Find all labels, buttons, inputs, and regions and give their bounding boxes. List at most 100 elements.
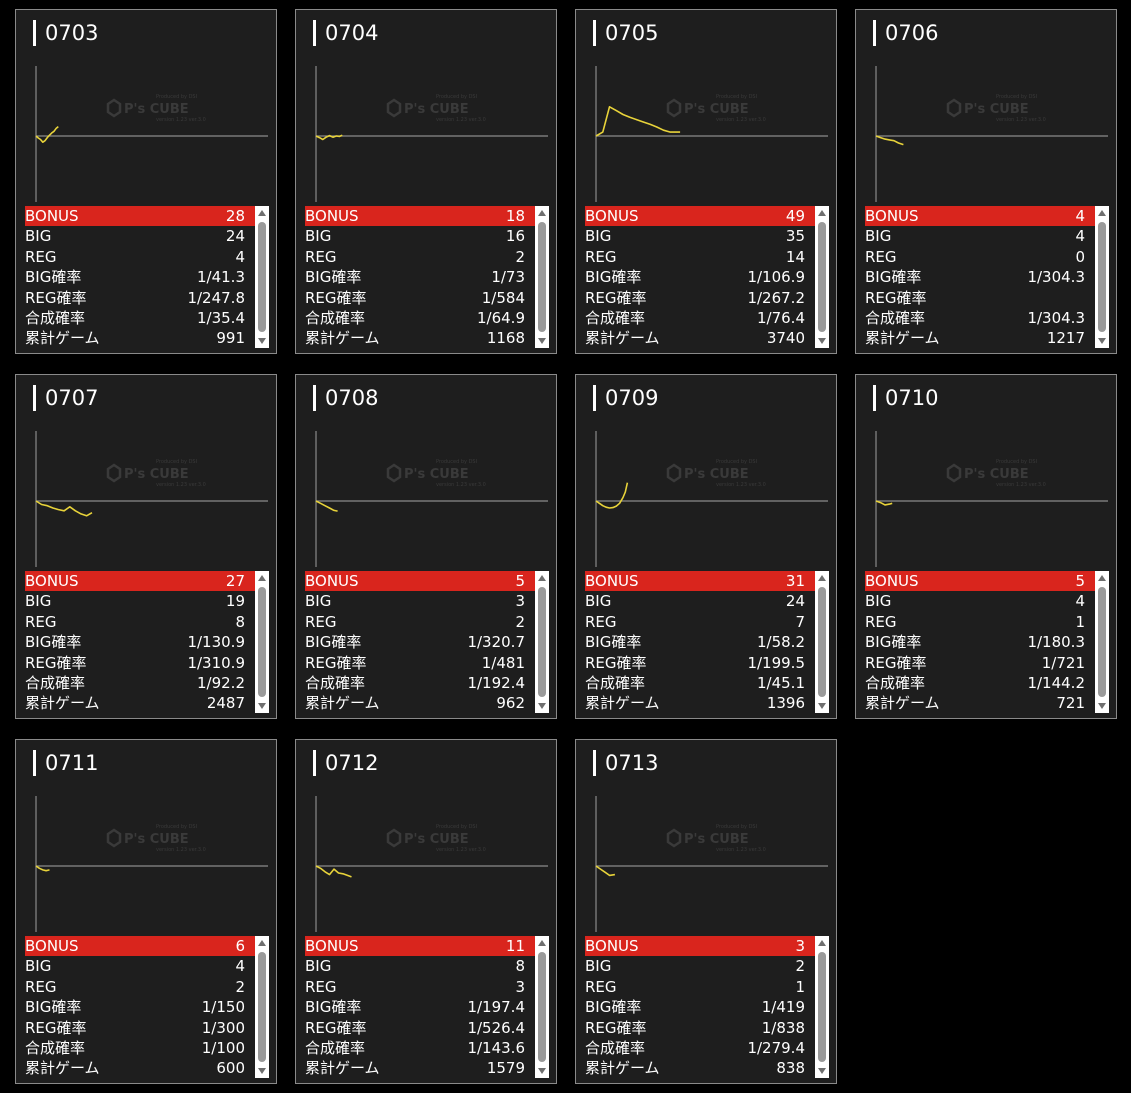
triangle-down-icon[interactable] <box>818 338 826 344</box>
row-value: 1/584 <box>481 288 525 307</box>
machine-number: 0703 <box>33 20 98 46</box>
scroll-thumb[interactable] <box>538 587 546 697</box>
row-label: BIG <box>25 227 52 246</box>
total-rate-row: 合成確率 1/92.2 <box>25 673 255 693</box>
stats-scrollbar[interactable] <box>815 206 829 348</box>
scroll-thumb[interactable] <box>258 952 266 1062</box>
scroll-thumb[interactable] <box>818 587 826 697</box>
payout-graph: Produced by DSI P's CUBE version 1.23 ve… <box>875 66 1108 202</box>
machine-card-0710[interactable]: 0710 Produced by DSI P's CUBE version 1.… <box>855 374 1117 719</box>
watermark-brand: P's CUBE <box>124 467 189 482</box>
triangle-up-icon[interactable] <box>1098 210 1106 216</box>
bonus-row: BONUS 49 <box>585 206 815 227</box>
scroll-thumb[interactable] <box>1098 587 1106 697</box>
row-value: 1579 <box>486 1059 525 1078</box>
machine-card-0712[interactable]: 0712 Produced by DSI P's CUBE version 1.… <box>295 739 557 1084</box>
stats-scrollbar[interactable] <box>535 206 549 348</box>
scroll-thumb[interactable] <box>818 222 826 332</box>
stats-scrollbar[interactable] <box>1095 571 1109 713</box>
triangle-up-icon[interactable] <box>538 575 546 581</box>
machine-card-0704[interactable]: 0704 Produced by DSI P's CUBE version 1.… <box>295 9 557 354</box>
triangle-down-icon[interactable] <box>1098 703 1106 709</box>
row-label: 累計ゲーム <box>585 329 660 348</box>
triangle-down-icon[interactable] <box>1098 338 1106 344</box>
row-label: BIG <box>585 592 612 611</box>
row-value: 1/838 <box>761 1018 805 1037</box>
machine-card-0713[interactable]: 0713 Produced by DSI P's CUBE version 1.… <box>575 739 837 1084</box>
row-value: 1 <box>795 977 805 996</box>
triangle-up-icon[interactable] <box>538 210 546 216</box>
stats-scrollbar[interactable] <box>535 936 549 1078</box>
reg-row: REG 2 <box>305 612 535 632</box>
row-value: 1/130.9 <box>187 633 245 652</box>
cube-logo-icon <box>666 463 682 483</box>
row-value: 1/58.2 <box>757 633 805 652</box>
scroll-thumb[interactable] <box>818 952 826 1062</box>
stats-scrollbar[interactable] <box>535 571 549 713</box>
row-label: REG <box>305 977 337 996</box>
machine-card-0703[interactable]: 0703 Produced by DSI P's CUBE version 1.… <box>15 9 277 354</box>
row-label: BIG <box>25 592 52 611</box>
scroll-thumb[interactable] <box>538 222 546 332</box>
stats-list: BONUS 27 BIG 19 REG 8 BIG確率 1/130.9 REG確率 1/3… <box>25 571 255 714</box>
big-row: BIG 4 <box>25 956 255 976</box>
row-label: BIG <box>305 592 332 611</box>
payout-line <box>595 105 681 137</box>
scroll-thumb[interactable] <box>258 587 266 697</box>
stats-scrollbar[interactable] <box>255 936 269 1078</box>
row-label: REG <box>305 247 337 266</box>
scroll-thumb[interactable] <box>538 952 546 1062</box>
triangle-down-icon[interactable] <box>818 1068 826 1074</box>
row-value: 1/310.9 <box>187 653 245 672</box>
row-label: REG確率 <box>585 653 647 672</box>
row-label: BIG確率 <box>305 998 362 1017</box>
stats-scrollbar[interactable] <box>255 206 269 348</box>
cube-logo-icon <box>386 98 402 118</box>
machine-card-0708[interactable]: 0708 Produced by DSI P's CUBE version 1.… <box>295 374 557 719</box>
bonus-row: BONUS 11 <box>305 936 535 957</box>
row-value: 3 <box>515 977 525 996</box>
triangle-up-icon[interactable] <box>258 940 266 946</box>
triangle-down-icon[interactable] <box>258 1068 266 1074</box>
reg-row: REG 4 <box>25 247 255 267</box>
triangle-down-icon[interactable] <box>538 1068 546 1074</box>
machine-card-0711[interactable]: 0711 Produced by DSI P's CUBE version 1.… <box>15 739 277 1084</box>
stats-list: BONUS 6 BIG 4 REG 2 BIG確率 1/150 REG確率 1/300 合… <box>25 936 255 1079</box>
triangle-down-icon[interactable] <box>538 338 546 344</box>
stats-list: BONUS 5 BIG 3 REG 2 BIG確率 1/320.7 REG確率 1/481… <box>305 571 535 714</box>
row-value: 1/526.4 <box>467 1018 525 1037</box>
row-value: 1/92.2 <box>197 673 245 692</box>
triangle-down-icon[interactable] <box>258 703 266 709</box>
triangle-up-icon[interactable] <box>818 210 826 216</box>
scroll-thumb[interactable] <box>258 222 266 332</box>
stats-scrollbar[interactable] <box>815 936 829 1078</box>
pscube-watermark: Produced by DSI P's CUBE version 1.23 ve… <box>386 94 486 123</box>
big-row: BIG 2 <box>585 956 815 976</box>
stats-scrollbar[interactable] <box>255 571 269 713</box>
stats-scrollbar[interactable] <box>815 571 829 713</box>
triangle-up-icon[interactable] <box>258 210 266 216</box>
triangle-down-icon[interactable] <box>258 338 266 344</box>
triangle-up-icon[interactable] <box>258 575 266 581</box>
triangle-up-icon[interactable] <box>538 940 546 946</box>
machine-card-0707[interactable]: 0707 Produced by DSI P's CUBE version 1.… <box>15 374 277 719</box>
triangle-up-icon[interactable] <box>1098 575 1106 581</box>
payout-graph: Produced by DSI P's CUBE version 1.23 ve… <box>315 796 548 932</box>
row-label: REG <box>585 977 617 996</box>
triangle-up-icon[interactable] <box>818 940 826 946</box>
triangle-down-icon[interactable] <box>818 703 826 709</box>
machine-card-0709[interactable]: 0709 Produced by DSI P's CUBE version 1.… <box>575 374 837 719</box>
scroll-thumb[interactable] <box>1098 222 1106 332</box>
triangle-down-icon[interactable] <box>538 703 546 709</box>
row-value: 8 <box>515 957 525 976</box>
games-row: 累計ゲーム 1579 <box>305 1058 535 1078</box>
pscube-watermark: Produced by DSI P's CUBE version 1.23 ve… <box>386 824 486 853</box>
cube-logo-icon <box>666 828 682 848</box>
triangle-up-icon[interactable] <box>818 575 826 581</box>
stats-list: BONUS 49 BIG 35 REG 14 BIG確率 1/106.9 REG確率 1/… <box>585 206 815 349</box>
machine-card-0706[interactable]: 0706 Produced by DSI P's CUBE version 1.… <box>855 9 1117 354</box>
machine-card-0705[interactable]: 0705 Produced by DSI P's CUBE version 1.… <box>575 9 837 354</box>
watermark-tagline: Produced by DSI <box>716 824 757 830</box>
games-row: 累計ゲーム 1168 <box>305 328 535 348</box>
stats-scrollbar[interactable] <box>1095 206 1109 348</box>
